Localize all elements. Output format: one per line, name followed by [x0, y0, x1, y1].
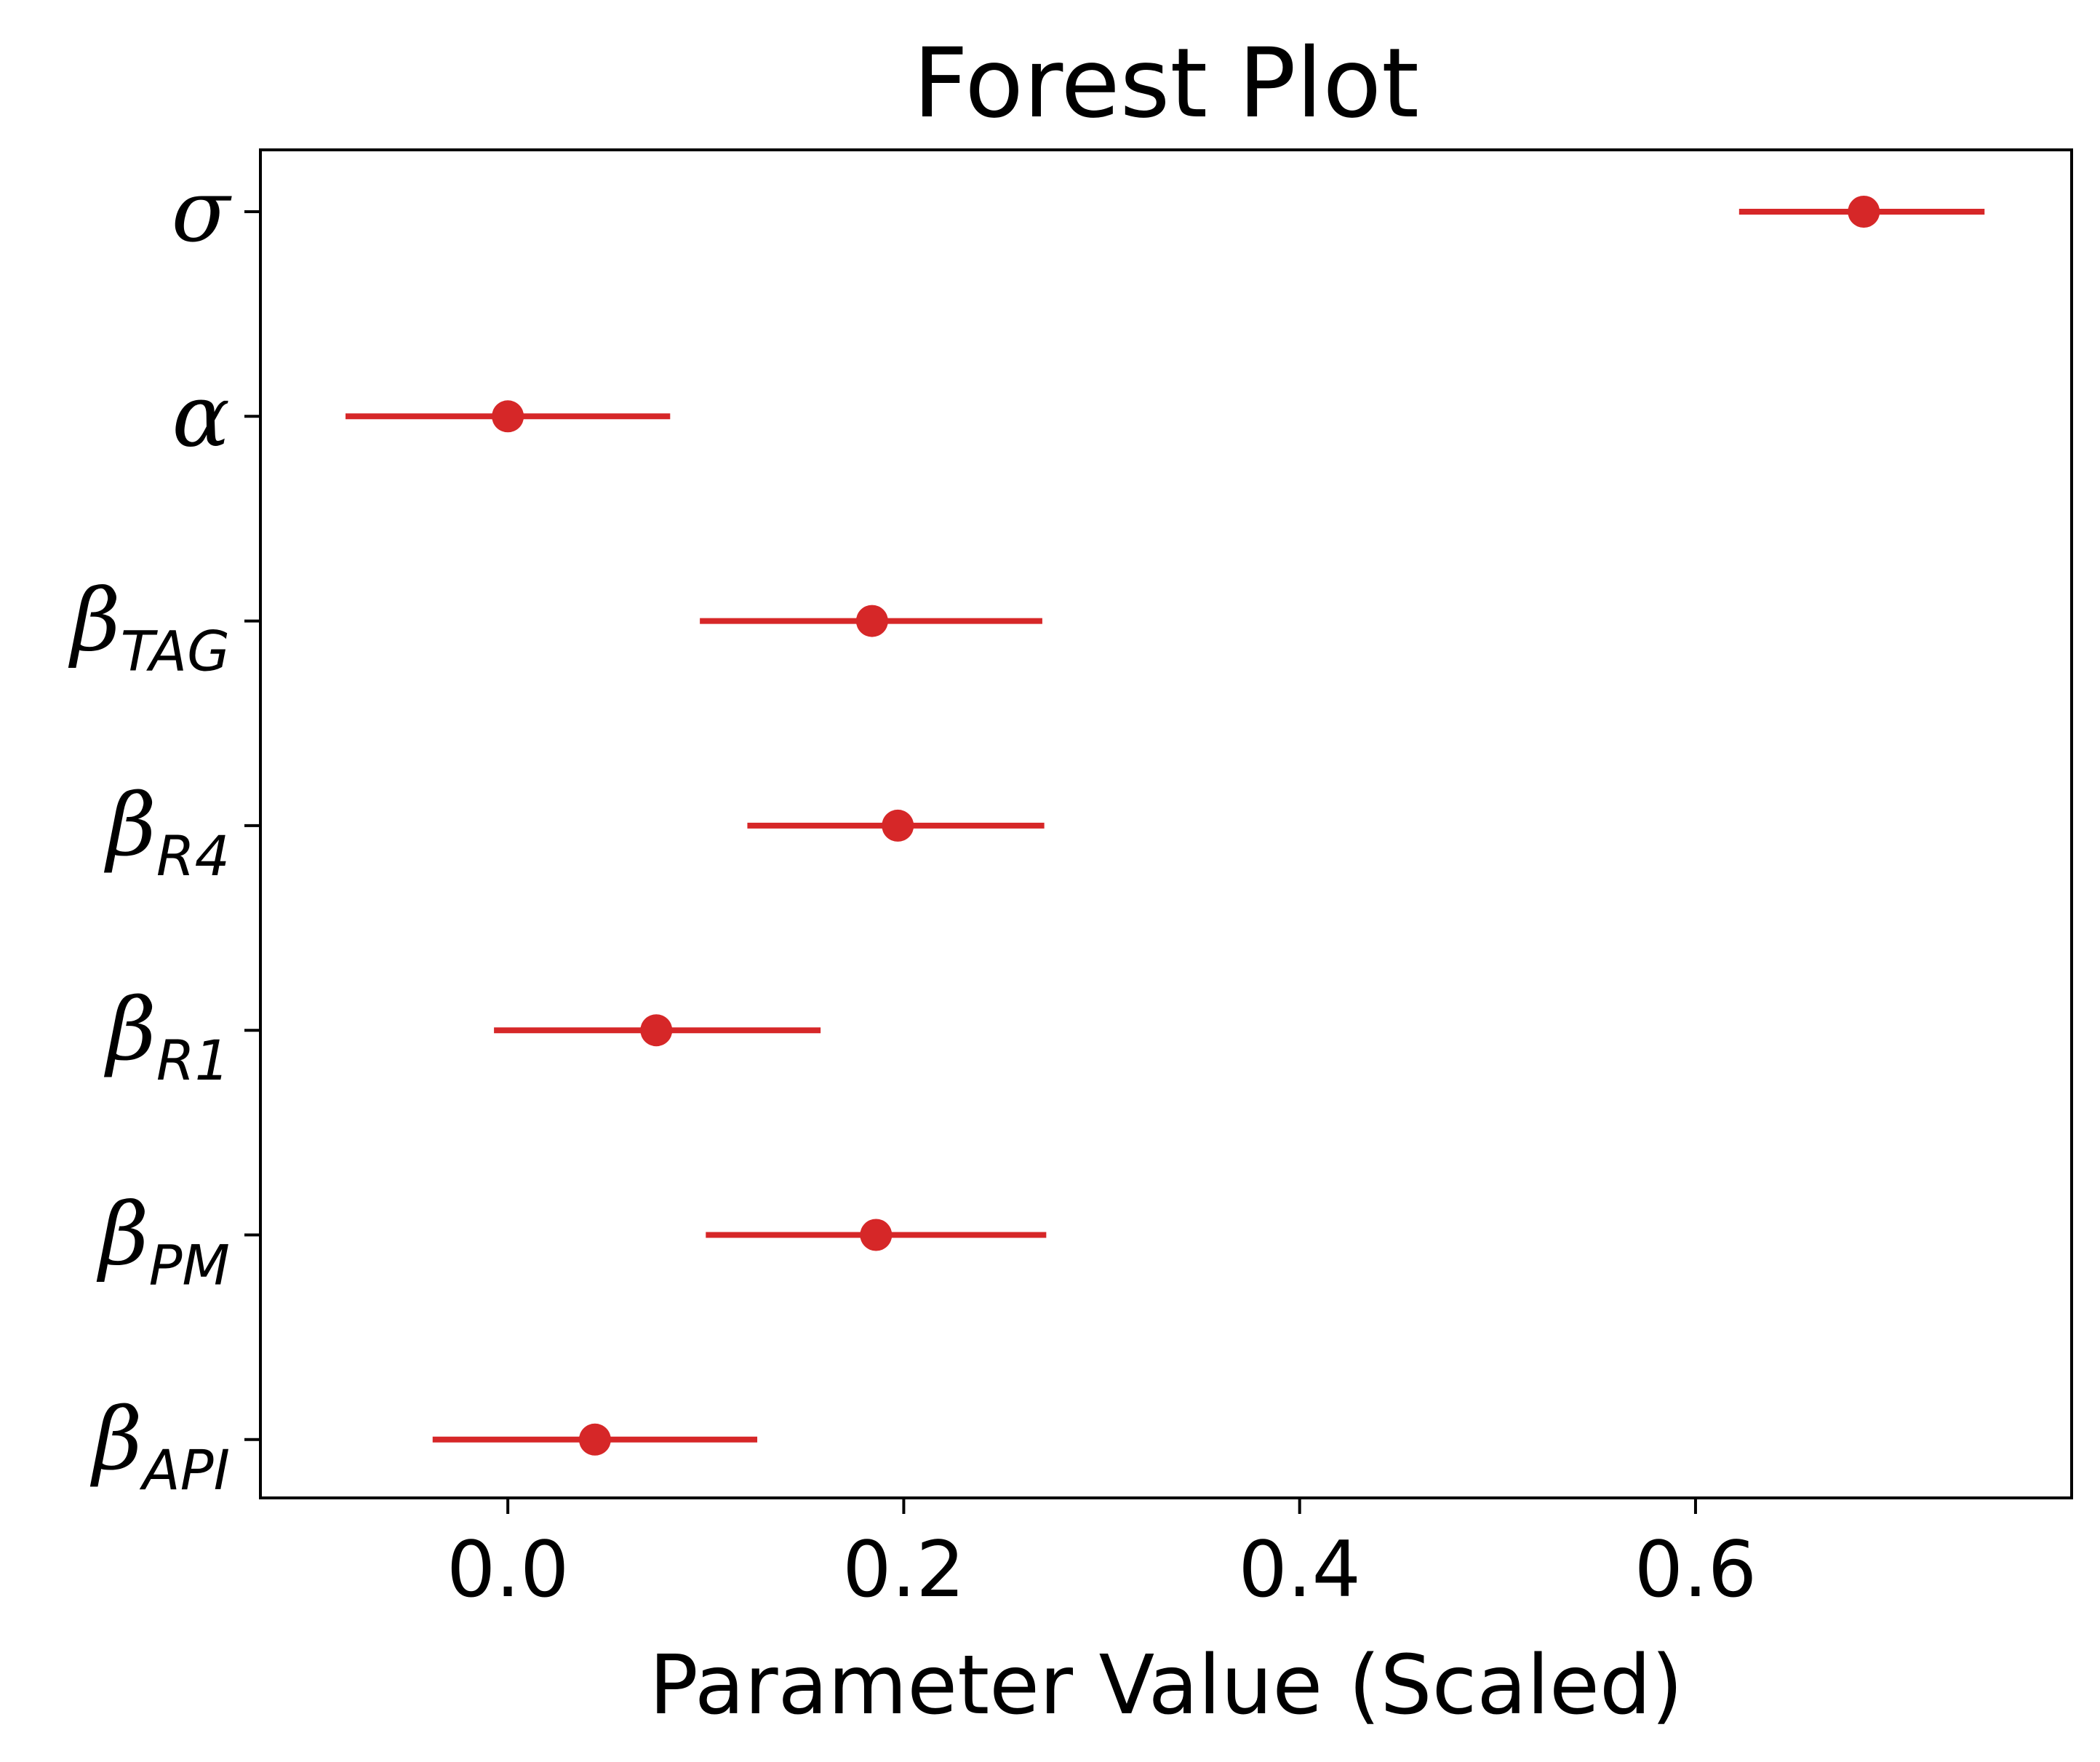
- param-subscript: PM: [149, 1233, 230, 1298]
- point-estimate: [1848, 196, 1880, 228]
- y-tick-label: βAPI: [90, 1389, 230, 1502]
- x-axis-label: Parameter Value (Scaled): [649, 1638, 1682, 1733]
- param-subscript: TAG: [121, 619, 230, 684]
- y-tick-label: βTAG: [68, 570, 230, 684]
- x-tick-label: 0.2: [842, 1525, 965, 1614]
- y-tick-label: βR4: [104, 775, 230, 888]
- param-symbol: β: [90, 1389, 143, 1489]
- point-estimate: [492, 400, 524, 433]
- param-symbol: β: [104, 775, 156, 875]
- x-tick-label: 0.6: [1634, 1525, 1757, 1614]
- y-tick-label: α: [172, 365, 230, 466]
- x-tick-label: 0.0: [447, 1525, 570, 1614]
- param-symbol: β: [96, 1184, 148, 1285]
- param-symbol: σ: [171, 161, 232, 261]
- param-symbol: β: [68, 570, 120, 671]
- param-subscript: API: [139, 1438, 230, 1502]
- y-tick-label: βPM: [96, 1184, 230, 1298]
- param-symbol: α: [172, 365, 230, 466]
- axes-frame: [259, 148, 2073, 1499]
- chart-title: Forest Plot: [913, 28, 1419, 140]
- point-estimate: [882, 809, 914, 842]
- point-estimate: [860, 1219, 893, 1251]
- param-subscript: R1: [156, 1028, 230, 1093]
- param-symbol: β: [104, 979, 156, 1080]
- y-tick-label: σ: [171, 161, 232, 261]
- point-estimate: [578, 1423, 611, 1456]
- point-estimate: [855, 605, 888, 637]
- y-tick-label: βR1: [104, 979, 230, 1093]
- point-estimate: [640, 1014, 673, 1047]
- x-tick-label: 0.4: [1238, 1525, 1361, 1614]
- param-subscript: R4: [156, 824, 230, 888]
